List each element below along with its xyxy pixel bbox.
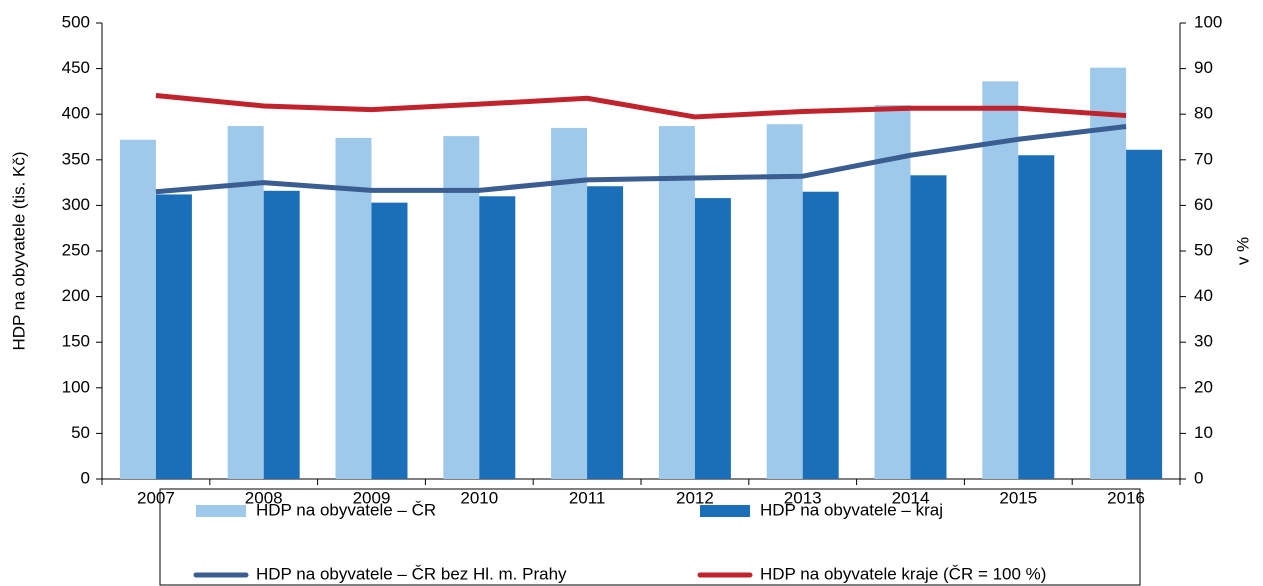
bar [802, 191, 839, 479]
bar [694, 198, 731, 479]
y2-tick-label: 70 [1194, 149, 1213, 168]
y-tick-label: 100 [62, 377, 90, 396]
x-tick-label: 2009 [353, 488, 391, 507]
y-tick-label: 300 [62, 195, 90, 214]
line [155, 124, 1127, 195]
bar [335, 137, 372, 480]
bar [658, 126, 695, 479]
x-tick-label: 2008 [245, 488, 283, 507]
legend-box [159, 488, 1141, 586]
line [155, 93, 1127, 120]
y-axis-title: HDP na obyvatele (tis. Kč) [9, 151, 28, 350]
y-tick-label: 500 [62, 12, 90, 31]
y-tick-label: 0 [81, 468, 90, 487]
y-tick-label: 200 [62, 286, 90, 305]
y2-axis-title: v % [1233, 237, 1252, 265]
y2-tick-label: 40 [1194, 286, 1213, 305]
legend-swatch [700, 505, 750, 517]
y-tick-label: 350 [62, 149, 90, 168]
y2-tick-label: 20 [1194, 377, 1213, 396]
x-tick-label: 2010 [460, 488, 498, 507]
bar [587, 186, 624, 480]
bar [1126, 149, 1163, 479]
bar [227, 126, 264, 479]
x-tick-label: 2013 [784, 488, 822, 507]
x-tick-label: 2014 [892, 488, 930, 507]
y2-tick-label: 60 [1194, 195, 1213, 214]
x-tick-label: 2012 [676, 488, 714, 507]
y-tick-label: 450 [62, 58, 90, 77]
legend-label: HDP na obyvatele – ČR [256, 500, 436, 519]
y-tick-label: 50 [71, 423, 90, 442]
bar [910, 175, 947, 479]
bar [119, 139, 156, 479]
bar [766, 124, 803, 480]
y-tick-label: 250 [62, 240, 90, 259]
bar [874, 105, 911, 479]
y2-tick-label: 80 [1194, 104, 1213, 123]
x-tick-label: 2015 [999, 488, 1037, 507]
y2-tick-label: 0 [1194, 468, 1203, 487]
bar [443, 136, 480, 479]
bar [263, 190, 300, 480]
bar [371, 202, 408, 479]
bar [155, 194, 192, 479]
bar [1018, 155, 1055, 480]
y2-tick-label: 90 [1194, 58, 1213, 77]
bar [982, 81, 1019, 480]
legend-label: HDP na obyvatele – kraj [760, 500, 943, 519]
x-tick-label: 2011 [569, 488, 606, 507]
bar [551, 127, 588, 479]
y2-tick-label: 50 [1194, 240, 1213, 259]
x-tick-label: 2007 [137, 488, 175, 507]
y2-tick-label: 10 [1194, 423, 1213, 442]
y-tick-label: 150 [62, 332, 90, 351]
y2-tick-label: 30 [1194, 332, 1213, 351]
bar [1090, 67, 1127, 480]
y2-tick-label: 100 [1194, 12, 1222, 31]
legend-swatch [196, 505, 246, 517]
legend-label: HDP na obyvatele – ČR bez Hl. m. Prahy [256, 564, 567, 583]
legend-label: HDP na obyvatele kraje (ČR = 100 %) [760, 564, 1046, 583]
bar [479, 196, 516, 479]
x-tick-label: 2016 [1107, 488, 1145, 507]
y-tick-label: 400 [62, 104, 90, 123]
